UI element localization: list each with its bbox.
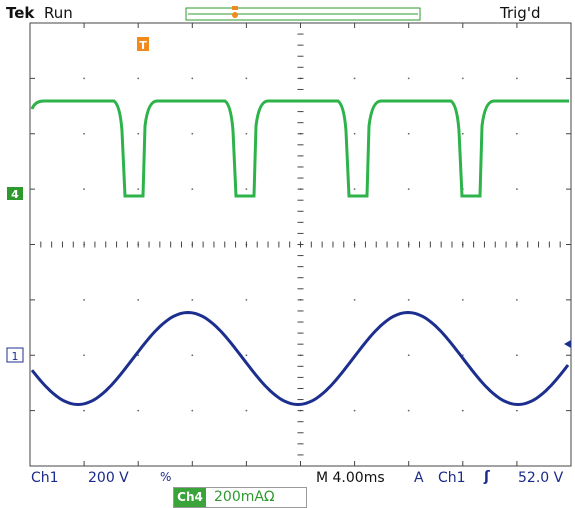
ch4-trace <box>30 99 569 198</box>
trigger-slope-icon: ʃ <box>484 469 490 485</box>
ch4-ground-marker[interactable]: 4 <box>7 187 23 201</box>
grid-dot <box>83 77 85 80</box>
grid-dot <box>245 298 248 301</box>
grid-dot <box>245 132 248 135</box>
ch4-scale: 200mAΩ <box>214 489 275 505</box>
grid-dot <box>191 409 194 412</box>
grid-dot <box>461 77 464 80</box>
trigger-level: 52.0 V <box>518 470 564 486</box>
brand-label: Tek <box>6 4 35 22</box>
trigger-marker-icon[interactable]: T <box>137 37 149 52</box>
ch1-ground-marker[interactable]: 1 <box>6 347 24 363</box>
grid-dot <box>353 77 356 80</box>
grid-dot <box>245 188 248 191</box>
grid-dot <box>83 298 85 301</box>
grid-dot <box>83 354 85 357</box>
grid-dot <box>461 409 464 412</box>
grid-dot <box>191 298 194 301</box>
ch1-label: Ch1 <box>31 470 59 486</box>
grid-dot <box>83 132 85 135</box>
grid-dot <box>353 132 356 135</box>
grid-dot <box>407 132 410 135</box>
grid-dot <box>137 188 140 191</box>
trigger-source: Ch1 <box>438 470 466 486</box>
grid-dot <box>516 77 518 80</box>
grid-dot <box>137 298 140 301</box>
grid-dot <box>407 354 410 357</box>
grid-dot <box>407 298 410 301</box>
grid-dot <box>461 132 464 135</box>
grid-dot <box>461 298 464 301</box>
grid-dot <box>516 409 518 412</box>
grid-dot <box>516 298 518 301</box>
grid-dot <box>83 188 85 191</box>
ch4-label: Ch4 <box>174 488 206 507</box>
grid-dot <box>353 298 356 301</box>
grid-dot <box>245 77 248 80</box>
ch1-bandwidth-icon: % <box>160 470 172 484</box>
trigger-status: Trig'd <box>500 4 541 22</box>
grid-dot <box>137 77 140 80</box>
timebase-readout: M 4.00ms <box>316 470 385 486</box>
graticule-grid <box>29 22 572 467</box>
record-position-bar <box>185 7 421 21</box>
grid-dot <box>191 132 194 135</box>
ch1-scale: 200 V <box>88 470 129 486</box>
grid-dot <box>516 132 518 135</box>
acquisition-state: Run <box>44 4 73 22</box>
grid-dot <box>137 354 140 357</box>
grid-dot <box>407 409 410 412</box>
ch1-ground-label: 1 <box>12 350 19 363</box>
grid-dot <box>407 188 410 191</box>
grid-dot <box>137 132 140 135</box>
grid-dot <box>407 77 410 80</box>
grid-dot <box>353 409 356 412</box>
ch4-ground-label: 4 <box>11 188 19 201</box>
ch4-readout: Ch4 200mAΩ <box>173 487 307 508</box>
grid-dot <box>137 409 140 412</box>
grid-dot <box>191 77 194 80</box>
grid-dot <box>83 409 85 412</box>
grid-dot <box>516 188 518 191</box>
grid-dot <box>353 188 356 191</box>
grid-dot <box>191 354 194 357</box>
trigger-level-icon[interactable] <box>564 340 571 348</box>
grid-dot <box>245 354 248 357</box>
grid-dot <box>516 354 518 357</box>
grid-dot <box>191 188 194 191</box>
trigger-mode: A <box>414 470 424 486</box>
ch1-trace <box>30 310 570 407</box>
trigger-marker-label: T <box>139 39 147 52</box>
grid-dot <box>245 409 248 412</box>
trigger-position-icon <box>232 6 238 18</box>
